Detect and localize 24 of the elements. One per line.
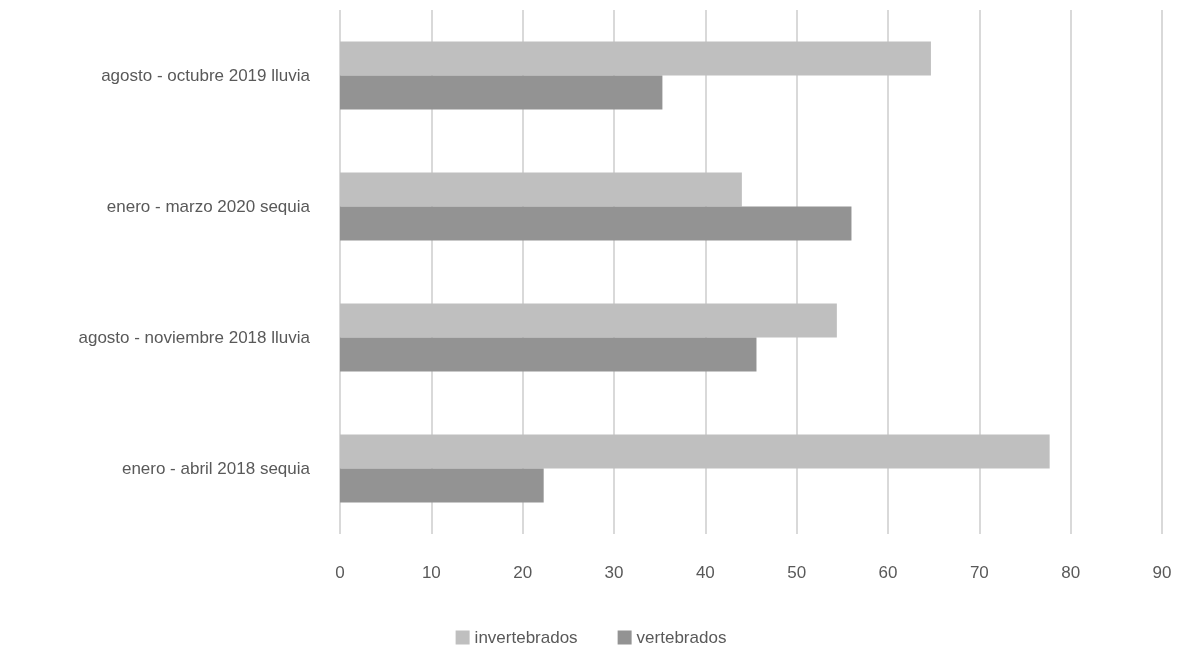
legend-label: invertebrados bbox=[474, 628, 578, 647]
x-tick-label: 90 bbox=[1152, 563, 1172, 582]
x-tick-label: 70 bbox=[969, 563, 989, 582]
x-tick-label: 20 bbox=[513, 563, 533, 582]
bar bbox=[340, 468, 544, 503]
x-tick-label: 60 bbox=[878, 563, 898, 582]
y-tick-label: agosto - noviembre 2018 lluvia bbox=[78, 328, 311, 347]
y-tick-label: agosto - octubre 2019 lluvia bbox=[101, 66, 311, 85]
x-tick-label: 50 bbox=[787, 563, 807, 582]
x-tick-label: 0 bbox=[335, 563, 345, 582]
x-tick-label: 80 bbox=[1061, 563, 1081, 582]
bar bbox=[340, 337, 757, 372]
bar bbox=[340, 75, 663, 110]
x-tick-label: 10 bbox=[421, 563, 441, 582]
y-tick-label: enero - marzo 2020 sequia bbox=[106, 197, 311, 216]
x-tick-label: 30 bbox=[604, 563, 624, 582]
bar bbox=[340, 303, 837, 338]
legend-label: vertebrados bbox=[636, 628, 727, 647]
x-tick-label: 40 bbox=[695, 563, 715, 582]
bar bbox=[340, 41, 931, 76]
bar bbox=[340, 206, 852, 241]
bar bbox=[340, 434, 1050, 469]
bar bbox=[340, 172, 742, 207]
y-tick-label: enero - abril 2018 sequia bbox=[121, 459, 311, 478]
